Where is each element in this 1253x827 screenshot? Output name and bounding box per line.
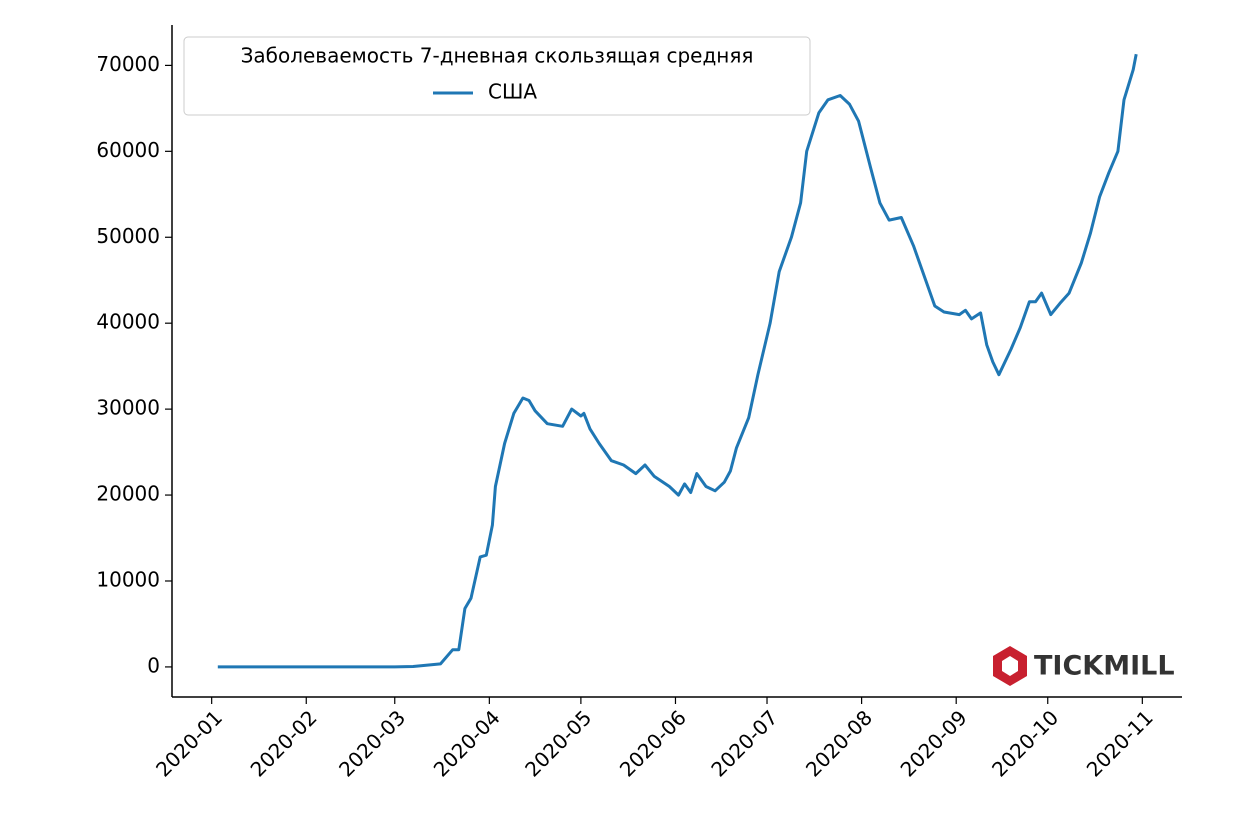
y-tick-label: 10000 (96, 567, 160, 591)
y-tick-label: 0 (147, 653, 160, 677)
legend-label: США (488, 80, 537, 104)
y-tick-label: 70000 (96, 52, 160, 76)
series-line (217, 53, 1138, 669)
x-tick-label: 2020-06 (615, 705, 691, 781)
x-tick-label: 2020-08 (801, 705, 877, 781)
x-tick-label: 2020-05 (520, 705, 596, 781)
x-tick-label: 2020-03 (334, 705, 410, 781)
legend-box (183, 36, 811, 116)
x-tick-label: 2020-04 (429, 705, 505, 781)
watermark-text: TICKMILL (1034, 651, 1175, 682)
y-tick-label: 60000 (96, 138, 160, 162)
y-tick-label: 30000 (96, 396, 160, 420)
y-tick-label: 20000 (96, 482, 160, 506)
watermark-logo-inner (1002, 656, 1018, 676)
watermark: TICKMILL (993, 646, 1175, 686)
y-tick-label: 40000 (96, 310, 160, 334)
x-tick-label: 2020-09 (896, 705, 972, 781)
x-tick-label: 2020-02 (246, 705, 322, 781)
x-tick-label: 2020-01 (151, 705, 227, 781)
legend-title: Заболеваемость 7-дневная скользящая сред… (241, 44, 754, 68)
x-tick-label: 2020-11 (1082, 705, 1158, 781)
x-tick-label: 2020-07 (706, 705, 782, 781)
x-tick-label: 2020-10 (987, 705, 1063, 781)
y-tick-label: 50000 (96, 224, 160, 248)
